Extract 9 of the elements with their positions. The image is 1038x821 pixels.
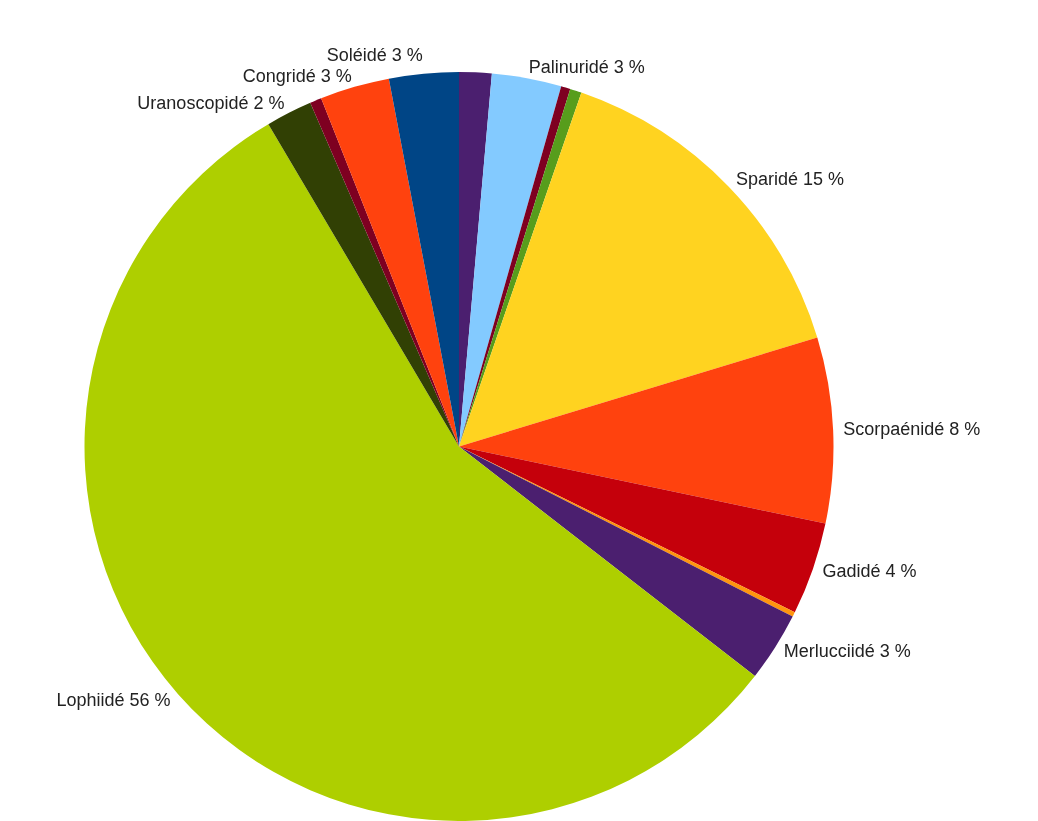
slice-label: Congridé 3 % bbox=[242, 66, 352, 87]
slice-label: Gadidé 4 % bbox=[822, 561, 917, 582]
slice-label: Lophiidé 56 % bbox=[56, 689, 171, 710]
slice-label: Scorpaénidé 8 % bbox=[843, 418, 981, 439]
slice-label: Sparidé 15 % bbox=[735, 168, 845, 189]
slice-label: Palinuridé 3 % bbox=[528, 57, 645, 78]
slice-label: Merlucciidé 3 % bbox=[783, 641, 911, 662]
slice-label: Uranoscopidé 2 % bbox=[137, 92, 285, 113]
slice-label: Soléidé 3 % bbox=[326, 44, 423, 65]
